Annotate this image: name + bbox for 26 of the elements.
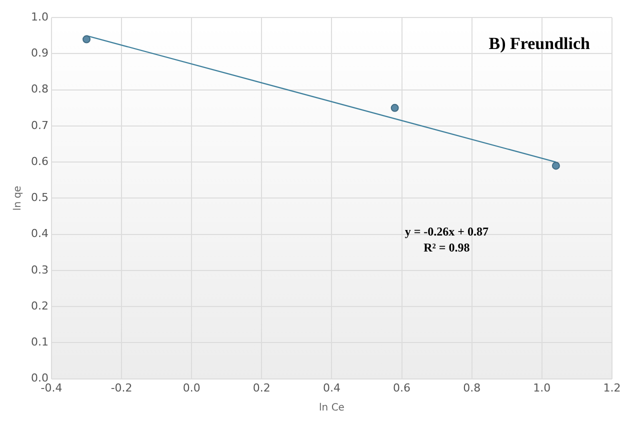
x-tick-label: -0.2	[110, 381, 132, 394]
y-tick-label: 0.2	[30, 299, 48, 312]
x-tick-label: 1.2	[603, 381, 621, 394]
y-tick-label: 0.7	[30, 118, 48, 132]
x-axis-title: ln Ce	[319, 402, 344, 414]
text: B) Freundlich	[488, 34, 591, 53]
y-tick-label: 0.1	[30, 336, 48, 349]
y-tick-label: 0.4	[30, 227, 48, 240]
x-tick-label: 0.4	[322, 381, 340, 394]
point	[552, 162, 560, 170]
y-tick-label: 0.3	[30, 263, 48, 276]
x-tick-label: 1.0	[533, 381, 551, 394]
y-axis-title: ln qe	[12, 186, 24, 211]
y-tick-label: 0.5	[30, 191, 48, 204]
y-tick-label: 1.0	[30, 10, 48, 24]
y-tick-label: 0.9	[30, 46, 48, 60]
x-tick-label: 0.6	[393, 381, 411, 394]
annotation: R² = 0.98	[424, 240, 470, 255]
annotation: y = -0.26x + 0.87	[404, 224, 488, 239]
y-tick-label: 0.8	[30, 82, 48, 96]
point	[82, 35, 91, 44]
x-tick-label: 0.2	[252, 381, 270, 394]
x-tick-label: 0.0	[182, 381, 200, 394]
point	[390, 104, 399, 112]
y-tick-label: 0.6	[30, 154, 48, 168]
x-tick-label: 0.8	[463, 381, 481, 394]
